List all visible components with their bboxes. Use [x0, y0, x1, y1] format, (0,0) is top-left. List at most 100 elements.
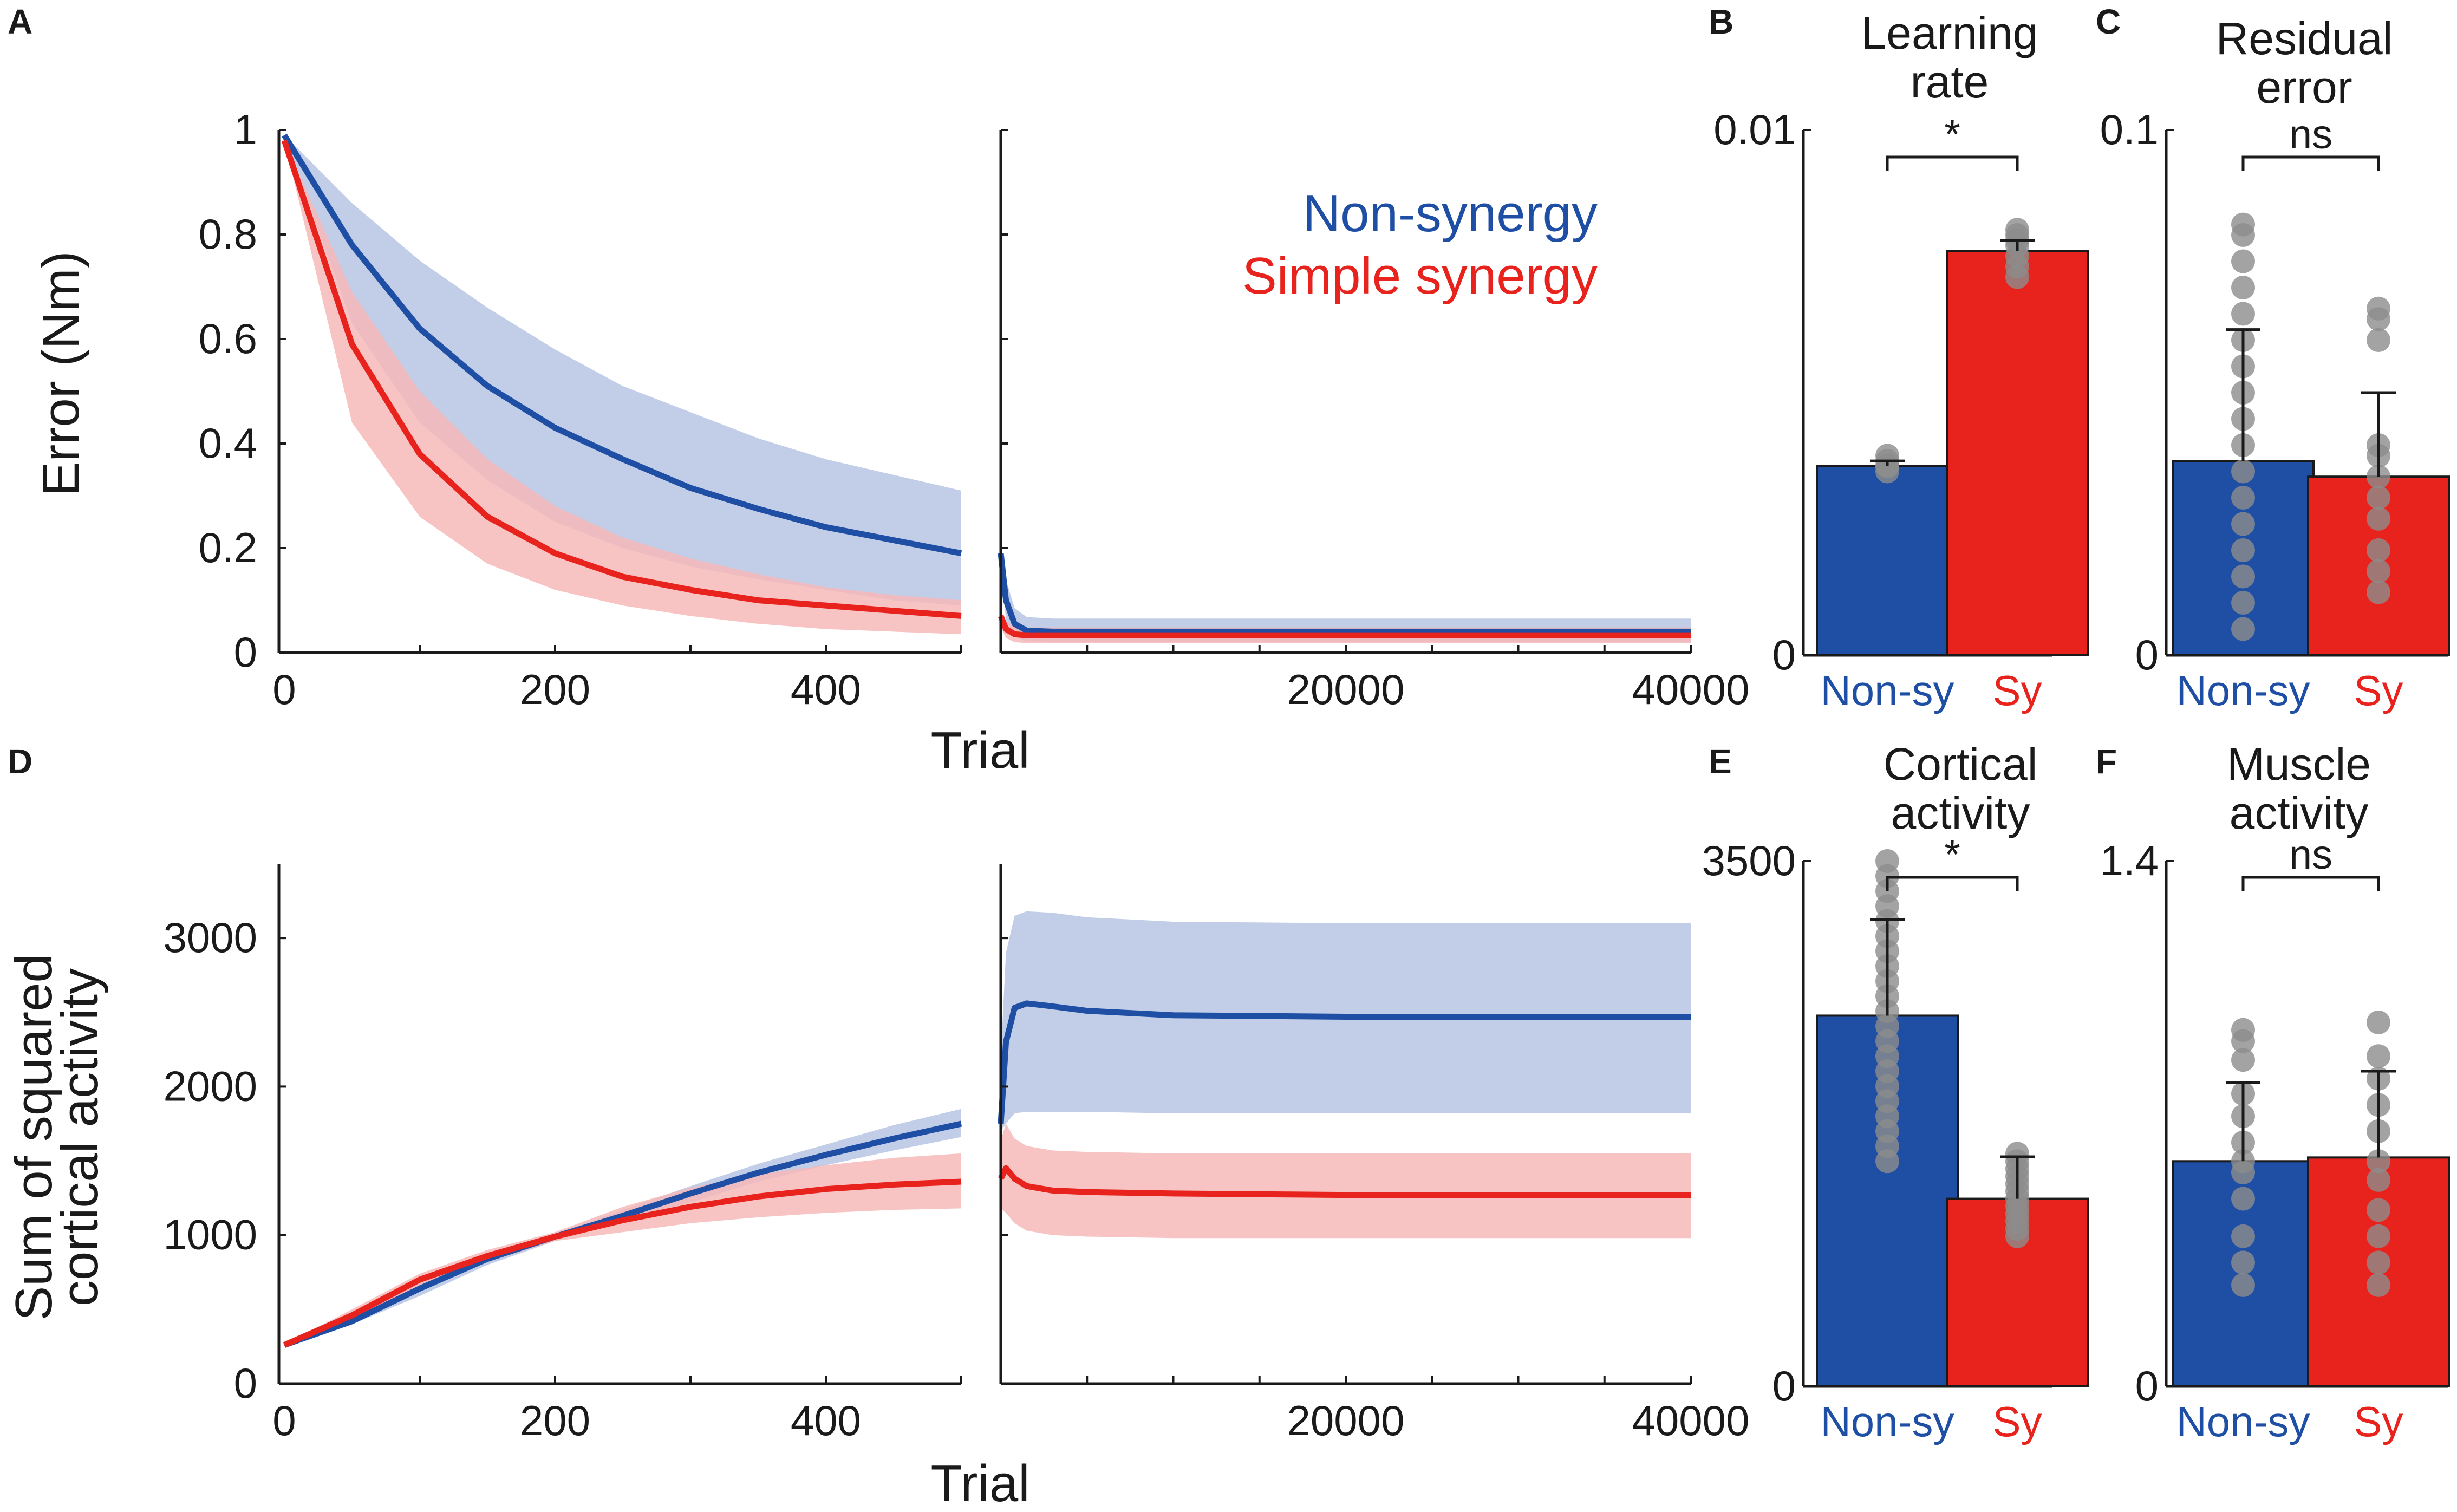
- panel-e-ytick-label: 3500: [1702, 837, 1796, 884]
- panel-c-category-non-sy: Non-sy: [2176, 667, 2310, 714]
- panel-f-category-sy: Sy: [2354, 1398, 2403, 1445]
- panel-b-category-non-sy: Non-sy: [1820, 667, 1954, 714]
- panel-f-significance-bracket: [2241, 876, 2380, 891]
- panel-a-ytick-label: 0.2: [199, 524, 257, 571]
- panel-c-point-non-sy: [2231, 512, 2255, 536]
- panel-b-significance-bracket: [1886, 155, 2019, 171]
- panel-c-point-non-sy: [2231, 302, 2255, 326]
- panel-e-category-sy: Sy: [1992, 1398, 2042, 1445]
- panel-f-point-non-sy: [2231, 1048, 2255, 1072]
- panel-d-non-synergy-line-seg1: [283, 1120, 962, 1348]
- panel-d-ytick-label: 0: [234, 1359, 257, 1407]
- panel-d-simple-synergy-line-seg1: [283, 1178, 962, 1348]
- panel-d-ytick-label: 3000: [163, 914, 257, 961]
- panel-a-ytick-label: 0.6: [199, 315, 257, 362]
- panel-b-ytick-label: 0.01: [1713, 106, 1796, 153]
- panel-label-c: C: [2096, 2, 2121, 41]
- panel-c-residual-error-chart: 0 0.1 Non-sy Sy ns: [2100, 106, 2450, 714]
- panel-c-point-sy: [2367, 328, 2390, 352]
- panel-c-point-non-sy: [2231, 276, 2255, 299]
- panel-c-point-sy: [2367, 296, 2390, 321]
- panel-d-simple-synergy-band-seg1: [284, 1153, 961, 1346]
- panel-f-point-non-sy: [2231, 1250, 2255, 1275]
- panel-d-non-synergy-band-seg2: [1001, 911, 1691, 1131]
- panel-b-bar-sy: [1946, 250, 2089, 657]
- panel-c-point-non-sy: [2231, 564, 2255, 589]
- panel-a-ytick-label: 0.8: [199, 210, 257, 258]
- panel-label-a: A: [8, 2, 32, 41]
- panel-f-point-non-sy: [2231, 1187, 2255, 1211]
- panel-a-ytick-label: 0: [234, 628, 257, 676]
- panel-d-cortical-chart: Sum of squared cortical activity Trial 0…: [5, 864, 1749, 1512]
- panel-c-ytick-label: 0: [2135, 631, 2159, 679]
- panel-c-point-non-sy: [2231, 486, 2255, 510]
- panel-f-ytick-label: 1.4: [2100, 837, 2159, 884]
- panel-f-point-sy: [2367, 1168, 2390, 1192]
- panel-c-point-non-sy: [2231, 249, 2255, 273]
- panel-c-significance-bracket: [2241, 155, 2380, 171]
- panel-c-title-line2: error: [2256, 62, 2352, 113]
- panel-c-point-non-sy: [2231, 617, 2255, 641]
- panel-f-point-sy: [2367, 1044, 2390, 1068]
- panel-d-xtick-label-seg2: 20000: [1287, 1397, 1405, 1444]
- panel-a-simple-synergy-line-seg2: [998, 615, 1691, 638]
- panel-label-e: E: [1709, 742, 1732, 781]
- panel-e-point-non-sy: [1875, 849, 1899, 873]
- panel-c-point-sy: [2367, 580, 2390, 604]
- panel-b-category-sy: Sy: [1992, 667, 2042, 714]
- panel-a-xlabel: Trial: [930, 721, 1029, 779]
- panel-a-xtick-label-seg2: 40000: [1632, 666, 1750, 713]
- panel-d-xtick-label-seg1: 0: [272, 1397, 296, 1444]
- panel-c-point-sy: [2367, 506, 2390, 531]
- panel-e-point-sy: [2005, 1142, 2029, 1166]
- panel-d-xlabel: Trial: [930, 1455, 1029, 1512]
- panel-c-point-sy: [2367, 486, 2390, 510]
- panel-c-category-sy: Sy: [2354, 667, 2403, 714]
- panel-a-xtick-label-seg2: 20000: [1287, 666, 1405, 713]
- panel-d-ytick-label: 2000: [163, 1062, 257, 1110]
- panel-e-category-non-sy: Non-sy: [1820, 1398, 1954, 1445]
- panel-d-xtick-label-seg2: 40000: [1632, 1397, 1750, 1444]
- panel-d-non-synergy-line-seg2: [998, 1000, 1691, 1124]
- panel-f-point-sy: [2367, 1273, 2390, 1297]
- panel-d-xtick-label-seg1: 200: [520, 1397, 590, 1444]
- panel-a-ytick-label: 0.4: [199, 419, 257, 467]
- panel-f-point-sy: [2367, 1224, 2390, 1248]
- panel-e-ytick-label: 0: [1772, 1362, 1796, 1410]
- panel-a-xtick-label-seg1: 400: [791, 666, 861, 713]
- panel-a-simple-synergy-band-seg1: [284, 140, 961, 635]
- panel-label-f: F: [2096, 742, 2117, 781]
- panel-a-xtick-label-seg1: 0: [272, 666, 296, 713]
- panel-a-ytick-label: 1: [234, 106, 257, 153]
- panel-e-title-line1: Cortical: [1884, 739, 2038, 790]
- panel-b-title-line1: Learning: [1861, 8, 2038, 58]
- panel-a-ylabel: Error (Nm): [32, 251, 90, 496]
- panel-a-non-synergy-line-seg1: [282, 133, 962, 557]
- panel-e-title-line2: activity: [1891, 787, 2030, 838]
- panel-c-point-non-sy: [2231, 212, 2255, 237]
- panel-c-point-non-sy: [2231, 591, 2255, 615]
- panel-f-point-non-sy: [2231, 1273, 2255, 1297]
- panel-f-title-line1: Muscle: [2227, 739, 2371, 790]
- panel-f-muscle-activity-chart: 0 1.4 Non-sy Sy ns: [2100, 832, 2450, 1445]
- panel-d-xtick-label-seg1: 400: [791, 1397, 861, 1444]
- panel-a-simple-synergy-line-seg1: [281, 139, 962, 619]
- panel-b-learning-rate-chart: 0 0.01 Non-sy Sy *: [1713, 106, 2089, 714]
- panel-f-point-sy: [2367, 1250, 2390, 1275]
- panel-f-title-line2: activity: [2230, 787, 2369, 838]
- panel-f-point-sy: [2367, 1010, 2390, 1034]
- panel-b-title-line2: rate: [1911, 56, 1989, 107]
- panel-a-xtick-label-seg1: 200: [520, 666, 590, 713]
- panel-a-error-chart: Error (Nm) Trial Non-synergy Simple syne…: [32, 106, 1749, 779]
- panel-f-point-non-sy: [2231, 1224, 2255, 1248]
- legend-simple-synergy: Simple synergy: [1242, 247, 1598, 305]
- panel-d-ytick-label: 1000: [163, 1211, 257, 1259]
- panel-f-significance-label: ns: [2289, 832, 2332, 878]
- panel-f-category-non-sy: Non-sy: [2176, 1398, 2310, 1445]
- panel-a-non-synergy-line-seg2: [998, 553, 1691, 635]
- panel-label-b: B: [1709, 2, 1733, 41]
- panel-a-non-synergy-band-seg2: [1001, 553, 1691, 642]
- panel-c-point-sy: [2367, 538, 2390, 562]
- panel-d-non-synergy-band-seg1: [284, 1109, 961, 1346]
